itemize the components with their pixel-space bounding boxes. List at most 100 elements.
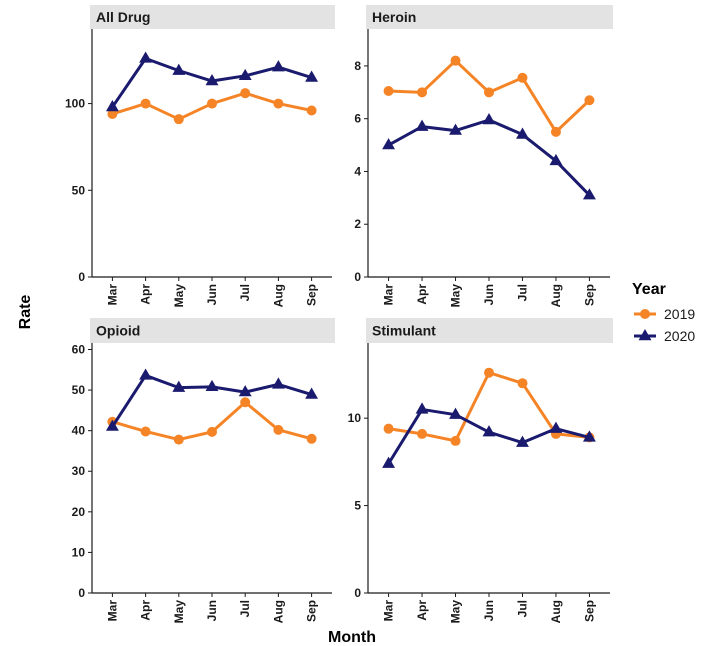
x-tick-label-mar: Mar bbox=[382, 600, 396, 622]
data-point-2019 bbox=[173, 434, 184, 445]
y-tick-label: 6 bbox=[354, 112, 361, 126]
x-tick-label-sep: Sep bbox=[305, 600, 319, 622]
data-point-2019 bbox=[140, 426, 151, 437]
data-point-2019 bbox=[484, 367, 494, 378]
x-tick-label-may: May bbox=[449, 284, 463, 308]
data-point-2020 bbox=[139, 51, 153, 63]
series-2019 bbox=[107, 397, 317, 445]
data-point-2020 bbox=[549, 421, 563, 433]
legend-item-2020: 2020 bbox=[634, 328, 695, 344]
y-tick-label: 30 bbox=[72, 464, 86, 478]
data-point-2019 bbox=[417, 87, 428, 98]
y-tick-label: 10 bbox=[72, 545, 86, 559]
data-point-2019 bbox=[240, 397, 251, 408]
x-tick-label-mar: Mar bbox=[105, 600, 119, 622]
y-tick-label: 8 bbox=[354, 59, 361, 73]
panel-strip bbox=[90, 318, 335, 343]
data-point-2020 bbox=[105, 419, 119, 431]
data-point-2020 bbox=[205, 74, 219, 86]
x-tick-label-jul: Jul bbox=[515, 600, 529, 617]
data-point-2019 bbox=[207, 98, 217, 109]
y-tick-label: 5 bbox=[354, 499, 361, 513]
series-2019 bbox=[107, 88, 317, 125]
x-tick-label-aug: Aug bbox=[549, 284, 563, 307]
data-point-2020 bbox=[549, 153, 563, 166]
y-tick-label: 0 bbox=[78, 270, 85, 284]
y-tick-label: 50 bbox=[72, 383, 86, 397]
data-point-2019 bbox=[107, 108, 118, 119]
y-tick-label: 20 bbox=[72, 505, 86, 519]
x-tick-label-sep: Sep bbox=[582, 600, 596, 622]
data-point-2019 bbox=[140, 98, 151, 109]
panel-opioid: Opioid 0 10 20 30 40 50 60 Mar Apr May Jun Jul Aug Sep bbox=[72, 318, 335, 623]
data-point-2020 bbox=[271, 60, 285, 72]
data-point-2020 bbox=[172, 380, 186, 392]
y-tick-label: 0 bbox=[354, 270, 361, 284]
data-point-2020 bbox=[582, 430, 596, 442]
x-tick-label-mar: Mar bbox=[382, 284, 396, 306]
y-tick-label: 40 bbox=[72, 424, 86, 438]
data-point-2019 bbox=[450, 55, 461, 66]
x-tick-label-sep: Sep bbox=[582, 284, 596, 306]
x-tick-label-jul: Jul bbox=[238, 600, 252, 617]
x-tick-label-apr: Apr bbox=[415, 600, 429, 621]
data-point-2019 bbox=[517, 378, 528, 389]
data-point-2020 bbox=[172, 63, 186, 75]
data-point-2020 bbox=[205, 379, 219, 392]
data-point-2020 bbox=[305, 70, 319, 82]
data-point-2020 bbox=[516, 127, 529, 139]
data-point-2020 bbox=[482, 113, 496, 125]
data-point-2019 bbox=[173, 114, 184, 125]
panel-strip bbox=[366, 5, 613, 29]
y-tick-label: 10 bbox=[348, 411, 362, 425]
series-2019 bbox=[383, 55, 595, 137]
data-point-2020 bbox=[582, 188, 596, 200]
legend-key-marker bbox=[638, 329, 652, 341]
data-point-2019 bbox=[383, 423, 394, 434]
legend-title: Year bbox=[632, 281, 666, 298]
x-tick-label-jun: Jun bbox=[205, 600, 219, 621]
x-tick-label-mar: Mar bbox=[105, 284, 119, 306]
data-point-2019 bbox=[484, 87, 494, 98]
data-point-2020 bbox=[449, 123, 462, 135]
x-tick-label-may: May bbox=[449, 600, 463, 624]
x-tick-label-sep: Sep bbox=[305, 284, 319, 306]
x-tick-label-jun: Jun bbox=[482, 284, 496, 305]
data-point-2020 bbox=[482, 425, 496, 437]
series-2020 bbox=[105, 368, 319, 431]
x-tick-label-may: May bbox=[172, 600, 186, 624]
data-point-2020 bbox=[449, 407, 462, 419]
legend-label: 2020 bbox=[664, 328, 695, 344]
panel-title: Heroin bbox=[372, 9, 416, 25]
legend-item-2019: 2019 bbox=[634, 306, 695, 322]
x-tick-label-aug: Aug bbox=[271, 600, 285, 623]
data-point-2019 bbox=[417, 428, 428, 439]
data-point-2020 bbox=[415, 119, 429, 131]
x-tick-label-apr: Apr bbox=[139, 600, 153, 621]
x-tick-label-jun: Jun bbox=[205, 284, 219, 305]
series-2020 bbox=[382, 402, 596, 468]
data-point-2020 bbox=[382, 456, 396, 468]
x-tick-label-jun: Jun bbox=[482, 600, 496, 621]
x-tick-label-aug: Aug bbox=[549, 600, 563, 623]
x-axis-title: Month bbox=[328, 629, 376, 646]
x-tick-label-may: May bbox=[172, 284, 186, 308]
y-axis-title: Rate bbox=[17, 295, 34, 330]
x-tick-label-aug: Aug bbox=[271, 284, 285, 307]
legend-items: 2019 2020 bbox=[634, 306, 695, 344]
panel-stimulant: Stimulant 0 5 10 Mar Apr May Jun Jul Aug Sep bbox=[348, 318, 613, 623]
panel-strip bbox=[90, 5, 335, 29]
data-point-2019 bbox=[273, 98, 284, 109]
x-tick-label-apr: Apr bbox=[139, 284, 153, 305]
x-tick-label-jul: Jul bbox=[238, 284, 252, 301]
data-point-2020 bbox=[415, 402, 429, 414]
legend-key-marker bbox=[640, 309, 650, 319]
series-2020 bbox=[105, 51, 319, 112]
data-point-2020 bbox=[271, 377, 285, 389]
data-point-2019 bbox=[450, 435, 461, 446]
data-point-2019 bbox=[273, 424, 284, 435]
data-point-2020 bbox=[139, 368, 153, 380]
data-point-2019 bbox=[306, 433, 317, 444]
